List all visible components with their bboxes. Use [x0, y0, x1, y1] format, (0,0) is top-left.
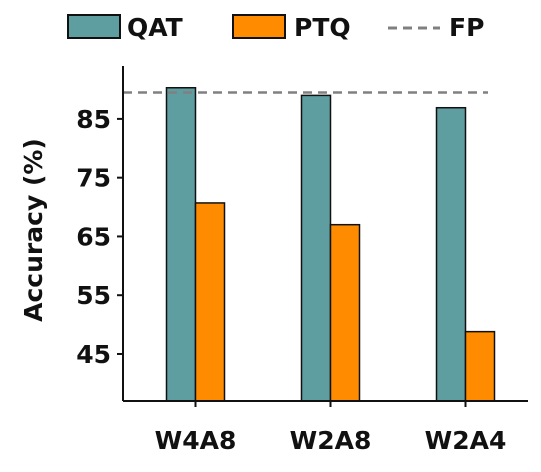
x-tick-label: W4A8 — [155, 426, 237, 455]
y-ticks-group: 45 55 65 75 85 — [76, 105, 123, 369]
bar-qat-w2a4 — [435, 106, 467, 402]
x-tick-label: W2A4 — [425, 426, 507, 455]
legend-swatch-ptq — [232, 14, 286, 39]
bar-qat-w2a8 — [300, 94, 332, 402]
bar-ptq-w2a4 — [464, 330, 496, 402]
y-tick-label: 75 — [76, 164, 111, 193]
x-tick-label: W2A8 — [290, 426, 372, 455]
y-tick-label: 45 — [76, 340, 111, 369]
bars-group — [165, 86, 496, 402]
bar-ptq-w4a8 — [194, 202, 226, 402]
legend-swatch-qat — [67, 14, 121, 39]
legend-label-ptq: PTQ — [294, 13, 351, 42]
y-tick-label: 85 — [76, 105, 111, 134]
x-ticks-group: W4A8 W2A8 W2A4 — [155, 401, 507, 455]
bar-ptq-w2a8 — [329, 223, 361, 402]
legend: QAT PTQ FP — [67, 13, 484, 42]
y-axis-label: Accuracy (%) — [19, 138, 48, 322]
y-tick-label: 65 — [76, 222, 111, 251]
legend-label-fp: FP — [449, 13, 484, 42]
bar-qat-w4a8 — [165, 86, 197, 402]
legend-label-qat: QAT — [127, 13, 183, 42]
y-tick-label: 55 — [76, 281, 111, 310]
